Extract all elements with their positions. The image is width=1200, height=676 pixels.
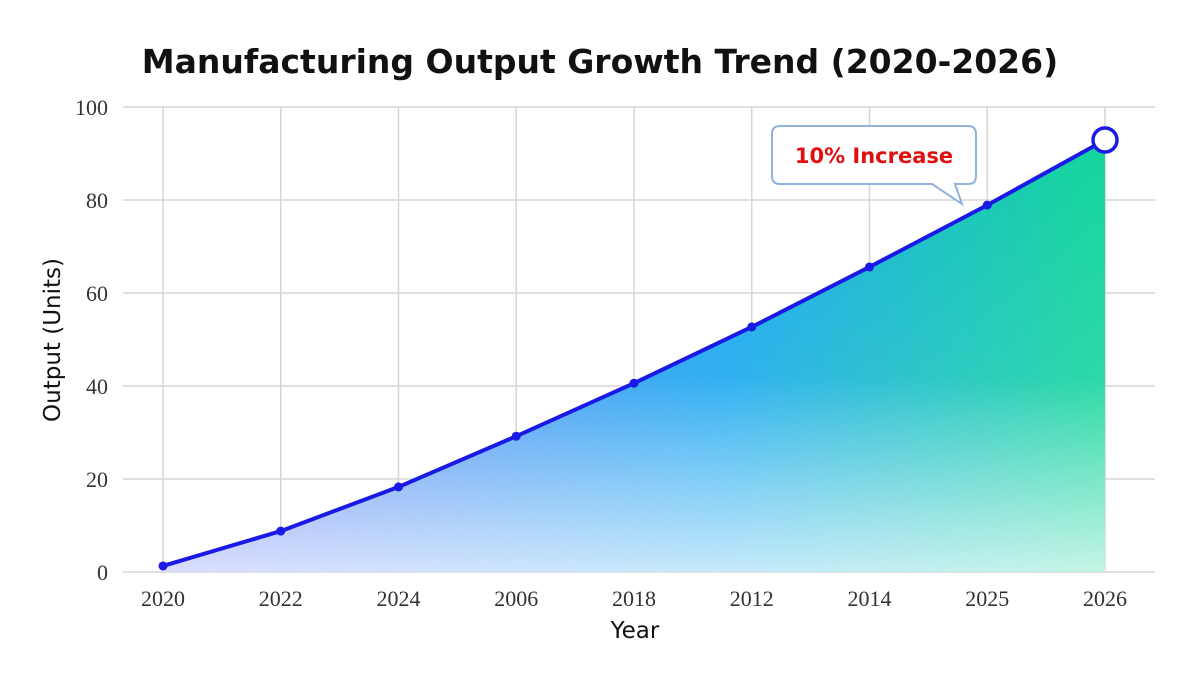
tick-labels: 0 20 40 60 80 100 2020 2022 2024 2006 2018 2012 2014…	[75, 95, 1127, 611]
data-point	[982, 200, 992, 210]
data-point	[394, 482, 403, 492]
x-tick-label: 2018	[612, 586, 656, 611]
y-tick-label: 40	[86, 374, 108, 399]
highlight-point	[1091, 126, 1119, 154]
data-point	[276, 526, 286, 536]
y-tick-label: 20	[86, 467, 108, 492]
x-tick-label: 2022	[259, 586, 303, 611]
series-marks	[158, 126, 1119, 571]
x-tick-label: 2014	[848, 586, 892, 611]
y-tick-label: 100	[75, 95, 108, 120]
x-tick-label: 2025	[965, 586, 1009, 611]
annotation-text: 10% Increase	[795, 144, 953, 168]
data-point	[865, 262, 874, 272]
x-axis-label: Year	[610, 618, 660, 644]
x-tick-label: 2006	[494, 586, 538, 611]
x-tick-label: 2012	[730, 586, 774, 611]
x-tick-label: 2020	[141, 586, 185, 611]
y-tick-label: 60	[86, 281, 108, 306]
annotation-callout: 10% Increase	[771, 125, 977, 207]
chart-title: Manufacturing Output Growth Trend (2020-…	[142, 42, 1058, 81]
y-axis-label: Output (Units)	[40, 258, 66, 422]
y-tick-label: 0	[97, 560, 108, 585]
area-fill	[163, 140, 1105, 572]
x-tick-label: 2026	[1083, 586, 1127, 611]
data-point	[511, 431, 521, 441]
data-point	[629, 378, 639, 388]
x-tick-label: 2024	[377, 586, 421, 611]
area-fill-fade	[163, 140, 1105, 572]
callout-bubble	[771, 125, 977, 207]
data-point	[158, 561, 168, 571]
y-tick-label: 80	[86, 188, 108, 213]
data-point	[747, 322, 757, 332]
